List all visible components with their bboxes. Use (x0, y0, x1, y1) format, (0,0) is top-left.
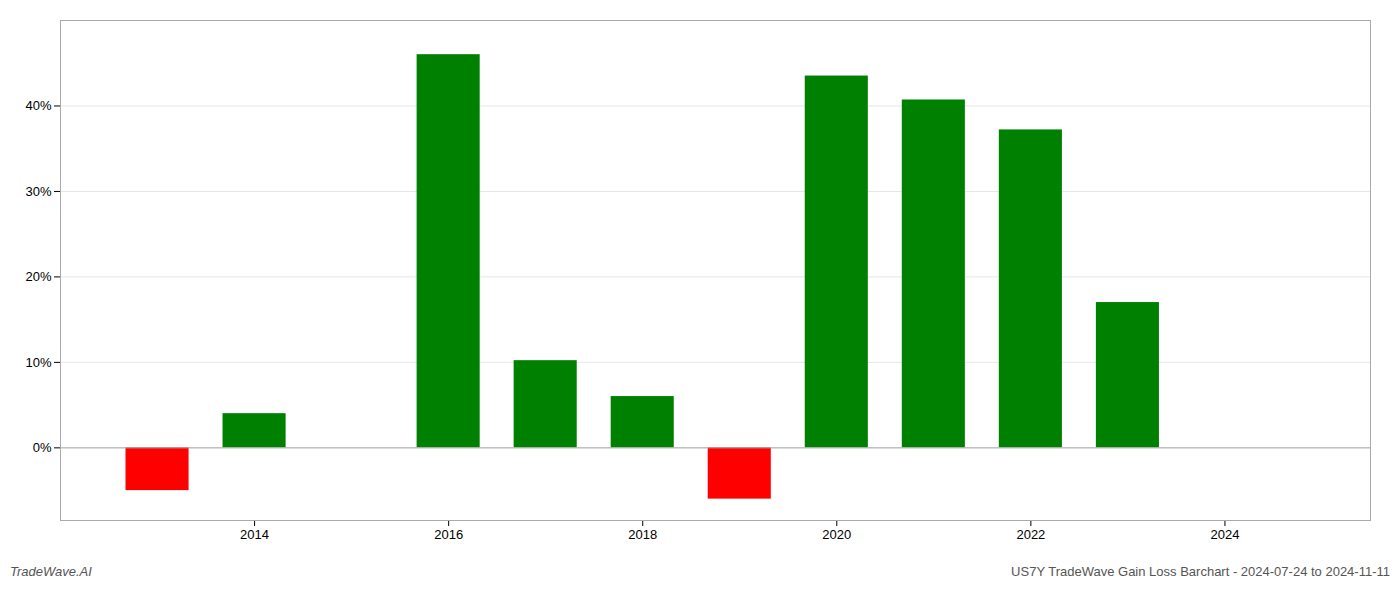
html-text:US7Y TradeWave Gain Loss Barch: US7Y TradeWave Gain Loss Barchart - 2024… (1011, 564, 1390, 579)
svg-text:0%: 0% (33, 440, 52, 455)
svg-text:10%: 10% (25, 355, 51, 370)
html-text:TradeWave.AI: TradeWave.AI (10, 564, 92, 579)
svg-text:2022: 2022 (1016, 527, 1045, 542)
svg-text:2014: 2014 (240, 527, 269, 542)
svg-text:2016: 2016 (434, 527, 463, 542)
svg-text:2018: 2018 (628, 527, 657, 542)
svg-text:40%: 40% (25, 98, 51, 113)
svg-text:30%: 30% (25, 184, 51, 199)
svg-text:2020: 2020 (822, 527, 851, 542)
svg-text:2024: 2024 (1210, 527, 1239, 542)
svg-text:20%: 20% (25, 269, 51, 284)
